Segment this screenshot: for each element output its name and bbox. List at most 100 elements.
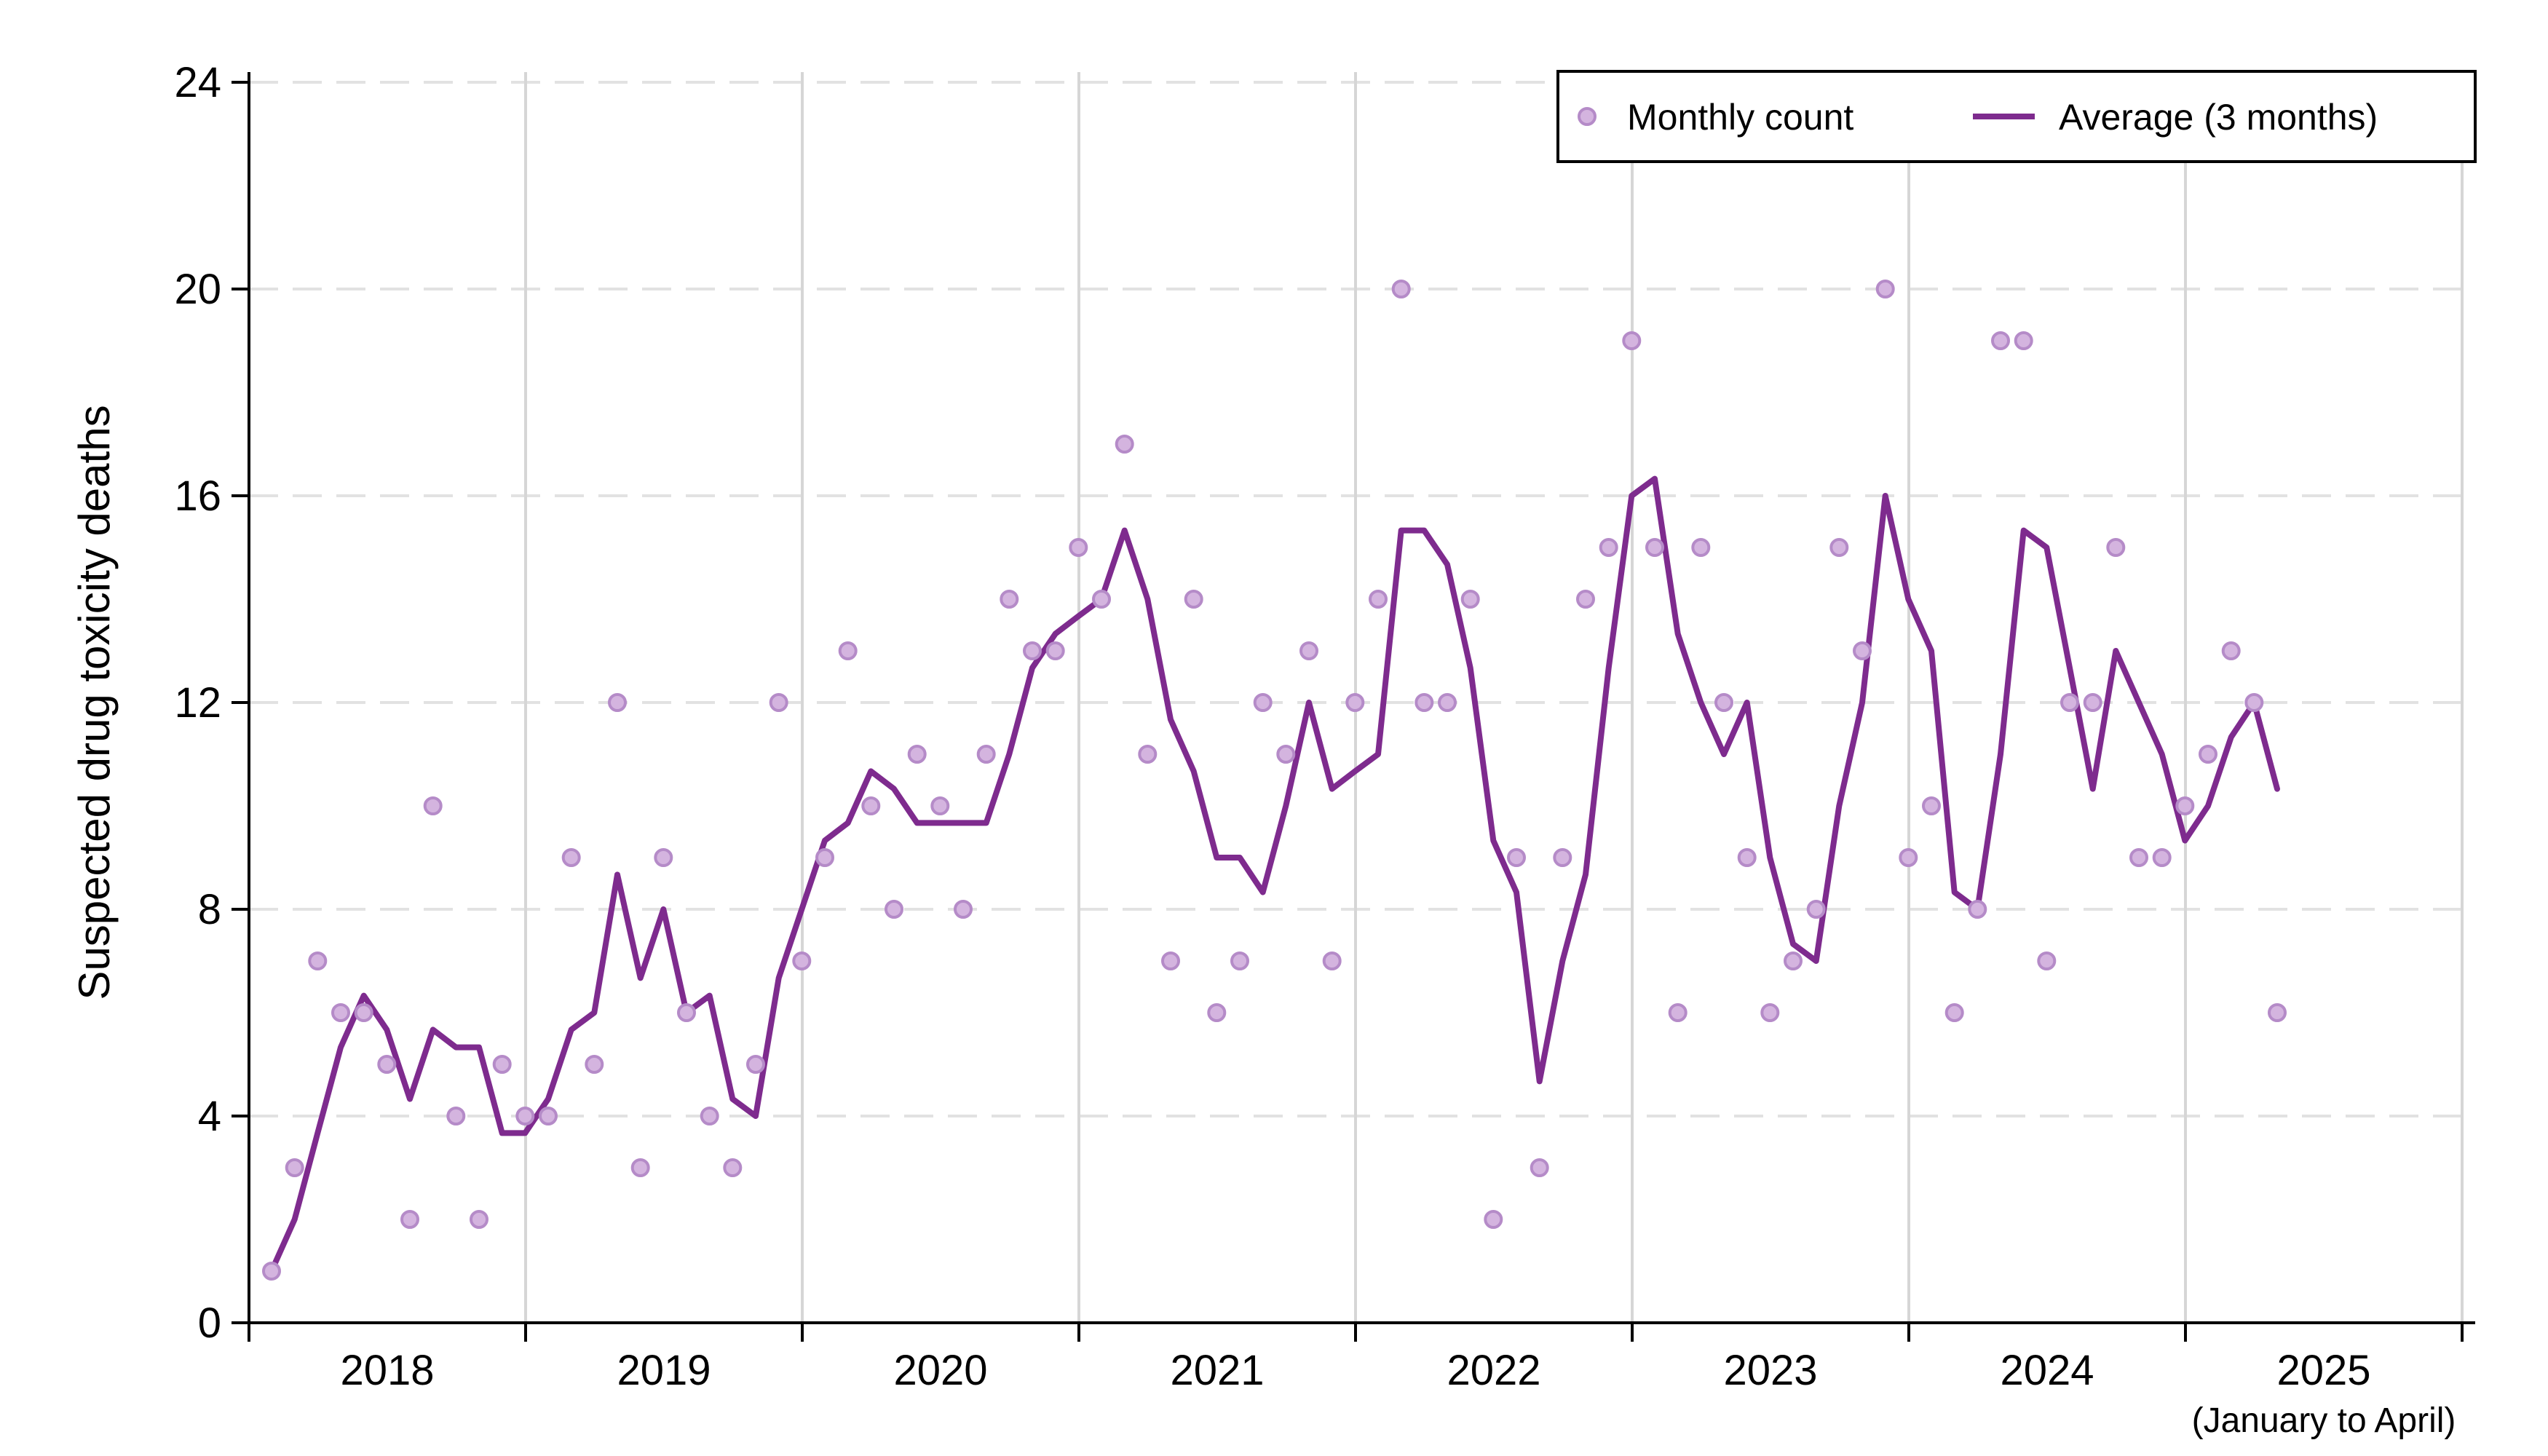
- monthly-count-point: [1922, 796, 1941, 815]
- monthly-count-point: [2152, 848, 2172, 867]
- monthly-count-point: [1415, 693, 1434, 712]
- monthly-count-point: [1622, 331, 1642, 350]
- monthly-count-point: [1784, 951, 1803, 970]
- monthly-count-point: [561, 848, 581, 867]
- monthly-count-point: [769, 693, 788, 712]
- monthly-count-point: [1484, 1210, 1503, 1229]
- monthly-count-point: [446, 1107, 466, 1125]
- monthly-count-point: [2268, 1003, 2287, 1022]
- monthly-count-point: [1991, 331, 2010, 350]
- y-tick-label: 20: [174, 266, 221, 313]
- monthly-count-series: [262, 280, 2287, 1281]
- monthly-count-point: [1369, 590, 1388, 609]
- legend-marker-monthly-count: [1578, 107, 1597, 126]
- monthly-count-point: [470, 1210, 488, 1229]
- monthly-count-point: [1322, 951, 1342, 970]
- monthly-count-point: [1000, 590, 1019, 609]
- monthly-count-point: [2129, 848, 2148, 867]
- monthly-count-point: [1069, 538, 1088, 557]
- monthly-count-point: [1576, 590, 1595, 609]
- monthly-count-point: [1276, 745, 1296, 764]
- monthly-count-point: [907, 745, 927, 764]
- monthly-count-point: [815, 848, 834, 867]
- monthly-count-point: [400, 1210, 419, 1229]
- monthly-count-point: [1944, 1003, 1964, 1022]
- monthly-count-point: [585, 1055, 604, 1074]
- monthly-count-point: [2244, 693, 2264, 712]
- y-tick-label: 16: [174, 472, 221, 520]
- x-note: (January to April): [2192, 1401, 2456, 1440]
- monthly-count-point: [885, 900, 903, 919]
- monthly-count-point: [2037, 951, 2057, 970]
- monthly-count-point: [1438, 693, 1457, 712]
- y-axis-title: Suspected drug toxicity deaths: [70, 405, 119, 1000]
- monthly-count-point: [700, 1107, 719, 1125]
- monthly-count-point: [792, 951, 812, 970]
- monthly-count-point: [2083, 693, 2102, 712]
- y-tick-label: 4: [198, 1093, 221, 1140]
- monthly-count-point: [2175, 796, 2195, 815]
- monthly-count-point: [492, 1055, 512, 1074]
- monthly-count-point: [1806, 900, 1826, 919]
- x-tick-label: 2023: [1723, 1347, 1817, 1394]
- monthly-count-point: [262, 1262, 281, 1281]
- monthly-count-point: [2014, 331, 2033, 350]
- grid-lines: [249, 72, 2475, 1323]
- monthly-count-point: [1875, 280, 1895, 298]
- monthly-count-point: [1345, 693, 1365, 712]
- monthly-count-point: [608, 693, 627, 712]
- monthly-count-point: [1599, 538, 1618, 557]
- monthly-count-point: [1853, 641, 1872, 660]
- monthly-count-point: [1092, 590, 1111, 609]
- monthly-count-point: [1184, 590, 1203, 609]
- monthly-count-point: [377, 1055, 397, 1074]
- average-line: [269, 475, 2280, 1274]
- monthly-count-point: [1391, 280, 1411, 298]
- monthly-count-point: [515, 1107, 535, 1125]
- monthly-count-point: [1207, 1003, 1227, 1022]
- monthly-count-point: [976, 745, 996, 764]
- monthly-count-point: [1230, 951, 1249, 970]
- monthly-count-point: [2221, 641, 2241, 660]
- monthly-count-point: [930, 796, 950, 815]
- monthly-count-point: [654, 848, 673, 867]
- x-tick-label: 2020: [893, 1347, 987, 1394]
- monthly-count-point: [1138, 745, 1158, 764]
- x-tick-label: 2018: [340, 1347, 434, 1394]
- monthly-count-point: [1253, 693, 1273, 712]
- monthly-count-point: [423, 796, 443, 815]
- monthly-count-point: [539, 1107, 558, 1125]
- monthly-count-point: [2060, 693, 2079, 712]
- monthly-count-point: [1829, 538, 1849, 557]
- monthly-count-point: [331, 1003, 350, 1022]
- monthly-count-point: [1115, 435, 1134, 454]
- monthly-count-point: [1553, 848, 1572, 867]
- monthly-count-point: [285, 1158, 304, 1177]
- x-tick-label: 2021: [1170, 1347, 1264, 1394]
- monthly-count-point: [1530, 1158, 1549, 1177]
- monthly-count-point: [1299, 641, 1318, 660]
- legend-label-monthly-count: Monthly count: [1627, 97, 1853, 138]
- monthly-count-point: [677, 1003, 696, 1022]
- y-tick-label: 12: [174, 679, 221, 727]
- y-tick-label: 24: [174, 59, 221, 106]
- monthly-count-point: [1045, 641, 1065, 660]
- monthly-count-point: [1714, 693, 1733, 712]
- monthly-count-point: [1161, 951, 1180, 970]
- monthly-count-point: [354, 1003, 373, 1022]
- monthly-count-point: [861, 796, 881, 815]
- legend: Monthly count Average (3 months): [1556, 70, 2477, 163]
- monthly-count-point: [2106, 538, 2126, 557]
- x-tick-label: 2019: [617, 1347, 711, 1394]
- average-line-series: [269, 475, 2280, 1274]
- monthly-count-point: [308, 951, 328, 970]
- monthly-count-point: [1691, 538, 1711, 557]
- y-tick-label: 8: [198, 886, 221, 933]
- monthly-count-point: [1737, 848, 1757, 867]
- monthly-count-point: [723, 1158, 743, 1177]
- monthly-count-point: [1507, 848, 1526, 867]
- monthly-count-point: [1460, 590, 1480, 609]
- monthly-count-point: [1023, 641, 1042, 660]
